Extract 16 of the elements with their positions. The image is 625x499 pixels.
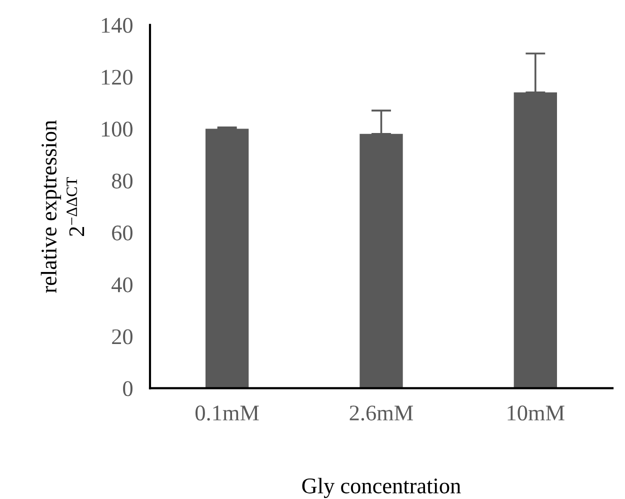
y-tick-label: 120 <box>102 70 132 85</box>
y-axis-title: relative exptression 2$^{−ΔΔCT}$ <box>40 120 84 293</box>
bar <box>206 128 249 388</box>
x-tick-label: 2.6mM <box>350 406 414 421</box>
bar <box>360 134 403 388</box>
y-tick-label: 140 <box>102 18 132 33</box>
y-tick-label: 0 <box>123 381 132 396</box>
y-tick-label: 100 <box>102 122 132 137</box>
bar <box>514 92 557 388</box>
y-tick-label: 40 <box>112 277 132 292</box>
y-tick-label: 80 <box>112 174 132 189</box>
y-tick-label: 60 <box>112 225 132 240</box>
y-tick-label: 20 <box>112 329 132 344</box>
x-tick-label: 10mM <box>508 406 564 421</box>
x-axis-title: Gly concentration <box>302 478 461 498</box>
x-tick-label: 0.1mM <box>196 406 259 421</box>
